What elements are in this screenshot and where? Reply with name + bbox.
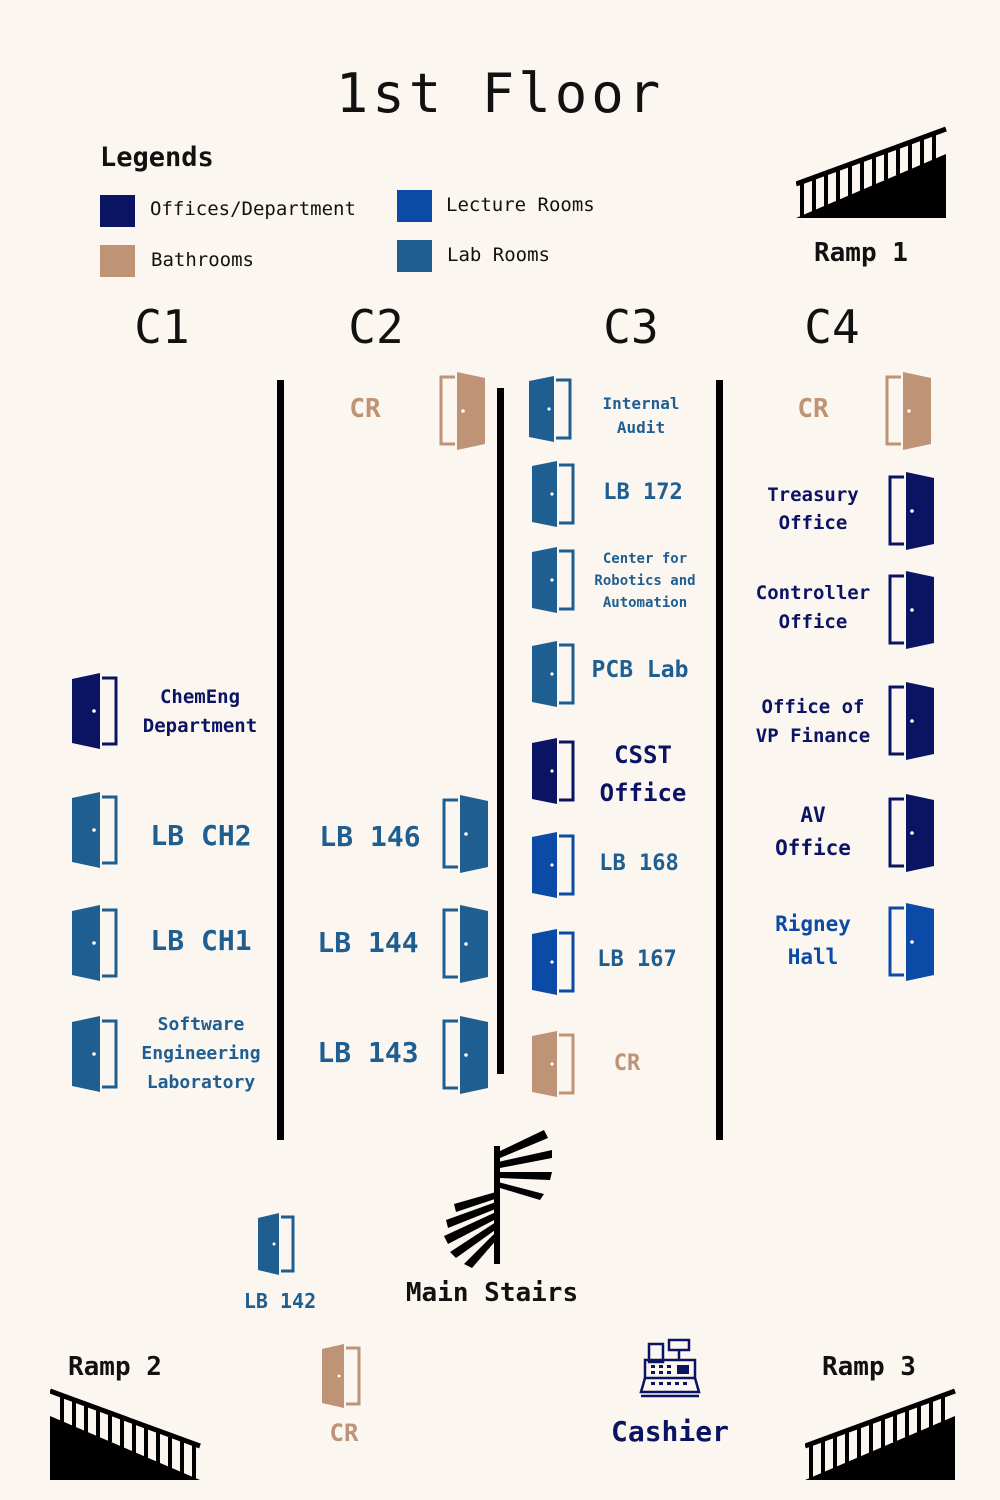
door-icon[interactable] (886, 794, 936, 872)
room-label-bottom-cr: CR (329, 1419, 359, 1447)
door-icon[interactable] (886, 903, 936, 981)
legend-swatch-offices (100, 195, 135, 227)
door-icon[interactable] (258, 1213, 298, 1275)
door-icon[interactable] (886, 472, 936, 550)
ramp-icon (49, 1388, 202, 1484)
corridor-wall-c3-c4 (716, 380, 723, 1140)
room-label-csst-office: CSST Office (599, 741, 687, 807)
door-icon[interactable] (72, 673, 122, 749)
room-label-lb-143: LB 143 (317, 1036, 419, 1069)
legend-swatch-bathrooms (100, 245, 135, 277)
legend-label-lecture: Lecture Rooms (446, 194, 595, 216)
room-label-c4-cr: CR (797, 394, 829, 424)
room-label-vp-finance: Office of VP Finance (755, 696, 871, 747)
room-label-software-engineering-lab: Software Engineering Laboratory (141, 1014, 261, 1093)
room-label-lb-144: LB 144 (317, 926, 419, 959)
door-icon[interactable] (72, 1016, 122, 1092)
room-label-lb-172: LB 172 (603, 480, 683, 505)
legend-label-bathrooms: Bathrooms (151, 249, 254, 271)
room-label-pcb-lab: PCB Lab (591, 657, 689, 683)
ramp-icon (795, 126, 948, 222)
ramp-2-label: Ramp 2 (68, 1352, 162, 1382)
room-label-lb-142: LB 142 (243, 1289, 317, 1313)
door-icon[interactable] (532, 832, 578, 898)
room-label-internal-audit: Internal Audit (602, 394, 680, 437)
room-label-chemeng: ChemEng Department (142, 686, 258, 737)
column-c2-header: C2 (348, 300, 404, 354)
door-icon[interactable] (322, 1344, 364, 1408)
door-icon[interactable] (529, 376, 575, 442)
legend-swatch-lecture (397, 190, 432, 222)
room-label-lb-146: LB 146 (319, 820, 421, 853)
column-c3-header: C3 (603, 300, 659, 354)
room-label-lb-168: LB 168 (599, 851, 679, 876)
door-icon[interactable] (886, 682, 936, 760)
room-label-lb-ch1: LB CH1 (150, 924, 252, 957)
corridor-wall-c2-c3 (497, 388, 504, 1074)
cashier-label: Cashier (610, 1415, 729, 1448)
legend-label-lab: Lab Rooms (447, 244, 550, 266)
door-icon[interactable] (532, 738, 578, 804)
page-title: 1st Floor (335, 62, 665, 125)
spiral-stairs-icon (444, 1128, 556, 1272)
legend-label-offices: Offices/Department (150, 198, 356, 220)
door-icon[interactable] (72, 792, 122, 868)
column-c1-header: C1 (134, 300, 190, 354)
door-icon[interactable] (532, 461, 578, 527)
door-icon[interactable] (883, 372, 933, 450)
ramp-3-label: Ramp 3 (822, 1352, 916, 1382)
legend-swatch-lab (397, 240, 432, 272)
room-label-lb-ch2: LB CH2 (150, 819, 252, 852)
room-label-rigney-hall: Rigney Hall (775, 912, 851, 969)
room-label-c3-cr: CR (613, 1051, 641, 1076)
door-icon[interactable] (440, 905, 490, 983)
door-icon[interactable] (440, 795, 490, 873)
room-label-c2-cr: CR (349, 394, 381, 424)
ramp-icon (804, 1388, 957, 1484)
room-label-treasury-office: Treasury Office (767, 484, 859, 534)
door-icon[interactable] (532, 929, 578, 995)
room-label-controller-office: Controller Office (755, 582, 871, 633)
room-label-av-office: AV Office (775, 803, 851, 860)
door-icon[interactable] (532, 547, 578, 613)
legend-heading: Legends (100, 142, 214, 173)
column-c4-header: C4 (804, 300, 860, 354)
door-icon[interactable] (532, 641, 578, 707)
corridor-wall-c1-c2 (277, 380, 284, 1140)
door-icon[interactable] (72, 905, 122, 981)
ramp-1-label: Ramp 1 (814, 238, 908, 268)
room-label-robotics-automation: Center for Robotics and Automation (594, 551, 696, 611)
cash-register-icon (639, 1338, 701, 1404)
main-stairs-label: Main Stairs (405, 1278, 579, 1308)
door-icon[interactable] (886, 571, 936, 649)
door-icon[interactable] (532, 1031, 578, 1097)
door-icon[interactable] (437, 372, 487, 450)
room-label-lb-167: LB 167 (597, 947, 677, 972)
door-icon[interactable] (440, 1016, 490, 1094)
